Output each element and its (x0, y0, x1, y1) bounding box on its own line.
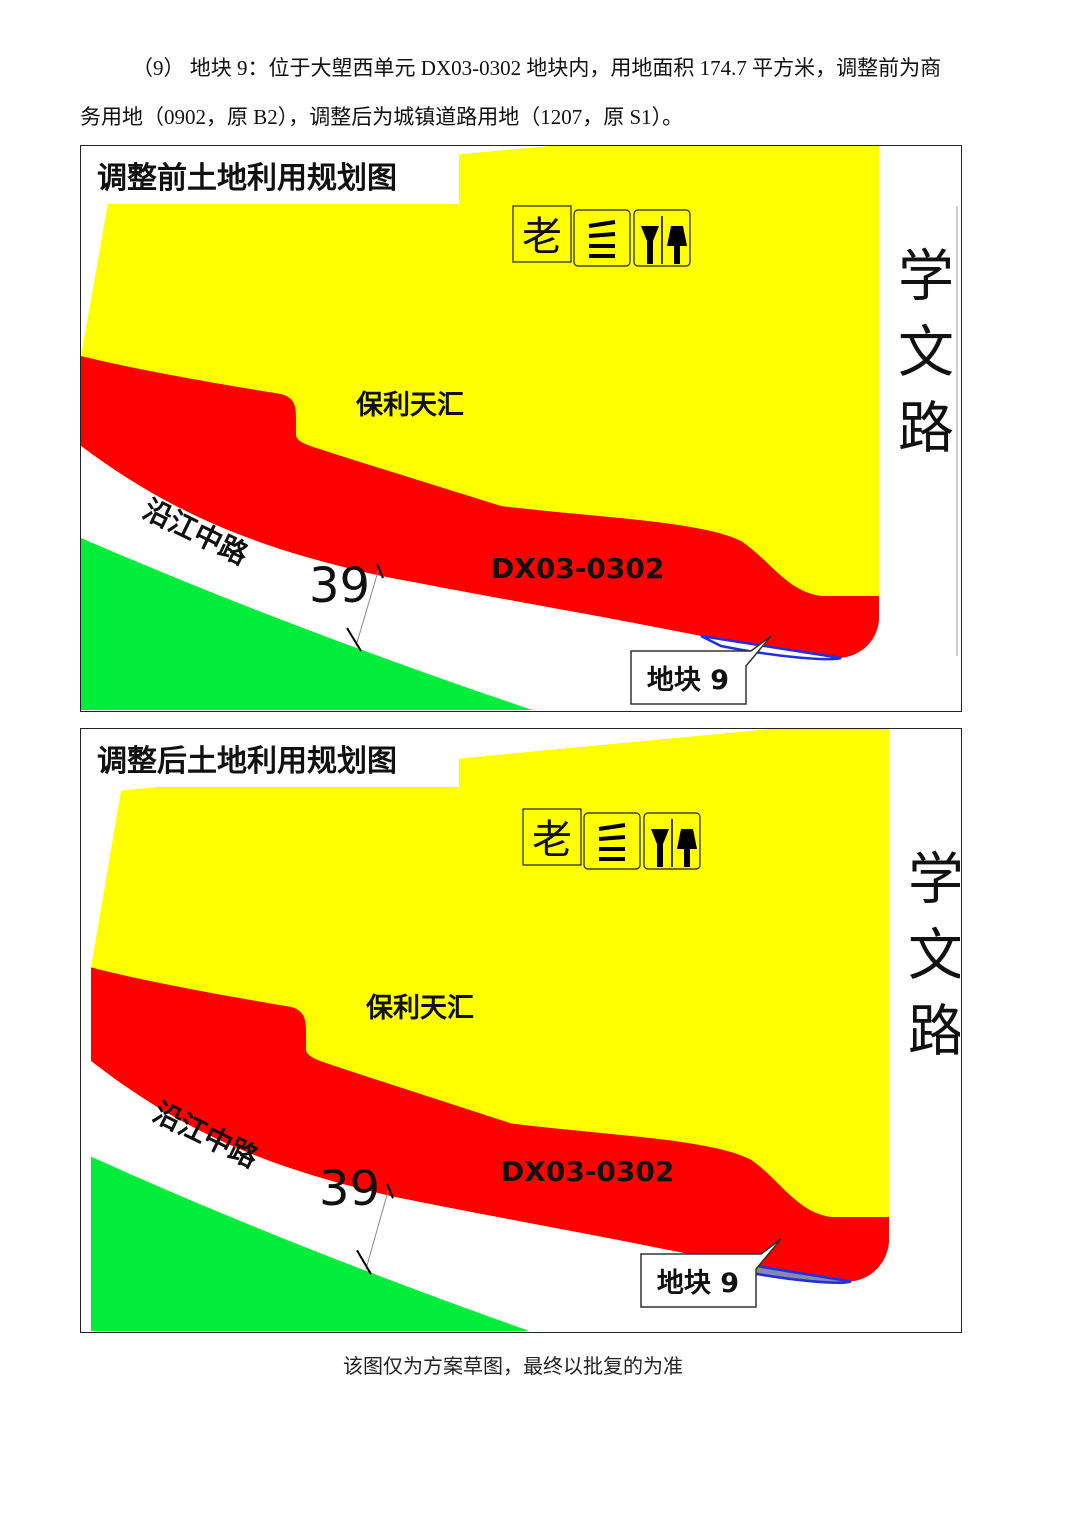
road-width: 39 (319, 1161, 380, 1217)
icon-toilet (651, 829, 697, 867)
icon-box (522, 808, 582, 866)
parcel-code: DX03-0302 (501, 1155, 674, 1188)
road-width: 39 (309, 558, 370, 614)
icon-toilet (641, 226, 687, 264)
callout (640, 1238, 782, 1308)
green-land (91, 1156, 530, 1331)
section-tick (346, 627, 362, 652)
plot-9 (700, 634, 842, 661)
section-line (355, 567, 380, 647)
road-reserve (81, 356, 879, 658)
map-panel: 调整后土地利用规划图 老 保利天汇 学文路 沿江中路 39 DX03-0302 … (80, 728, 962, 1333)
title-box (81, 146, 459, 204)
road-reserve (91, 967, 889, 1282)
map-title: 调整前土地利用规划图 (97, 161, 397, 196)
paragraph: （9） 地块 9：位于大塱西单元 DX03-0302 地块内，用地面积 174.… (80, 56, 942, 129)
section-tick (386, 1183, 394, 1199)
section-tick (356, 1249, 372, 1275)
section-line (365, 1187, 390, 1270)
road-east-label: 学文路 (899, 849, 961, 1077)
icon-stairs (588, 220, 616, 258)
icon-label: 老 (522, 214, 562, 260)
icon-box (583, 812, 641, 870)
road-east-label: 学文路 (889, 246, 954, 474)
map: 调整前土地利用规划图 老 保利天汇 学文路 沿江中路 39 DX03-0302 … (81, 146, 958, 710)
green-land (81, 538, 533, 710)
callout (630, 635, 772, 705)
parcel-name: 保利天汇 (355, 390, 464, 421)
plot-label: 地块 9 (657, 1268, 739, 1299)
section-tick (376, 563, 384, 579)
icon-box (512, 205, 572, 263)
parcel-code: DX03-0302 (491, 552, 664, 585)
map-title: 调整后土地利用规划图 (97, 744, 397, 779)
map-panel: 调整前土地利用规划图 老 保利天汇 学文路 沿江中路 39 DX03-0302 … (80, 145, 962, 712)
map: 调整后土地利用规划图 老 保利天汇 学文路 沿江中路 39 DX03-0302 … (81, 729, 960, 1331)
caption: 该图仅为方案草图，最终以批复的为准 (343, 1356, 683, 1378)
icon-label: 老 (532, 817, 572, 863)
icon-box (573, 209, 631, 267)
parcel-name: 保利天汇 (365, 993, 474, 1024)
icon-stairs (598, 823, 626, 861)
plot-label: 地块 9 (647, 665, 729, 696)
title-box (81, 729, 459, 787)
